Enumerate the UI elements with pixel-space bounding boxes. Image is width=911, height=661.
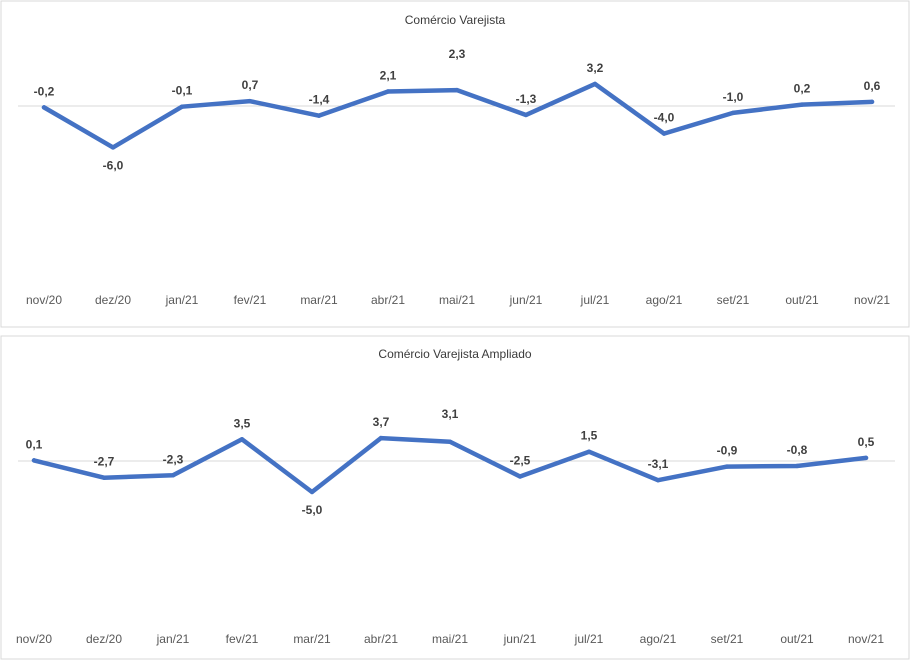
x-tick-label: jul/21	[580, 293, 610, 307]
data-label: -0,8	[787, 443, 808, 457]
data-point	[869, 99, 875, 105]
x-tick-label: nov/20	[26, 293, 62, 307]
data-label: 0,5	[858, 435, 875, 449]
data-label: -0,9	[717, 444, 738, 458]
data-label: 2,3	[449, 47, 466, 61]
data-label: 2,1	[380, 69, 397, 83]
data-point	[247, 98, 253, 104]
data-label: -1,3	[516, 92, 537, 106]
data-point	[31, 458, 37, 463]
data-point	[517, 474, 523, 479]
data-label: 0,1	[26, 437, 43, 451]
data-point	[316, 113, 322, 118]
data-point	[447, 439, 453, 444]
chart-frame	[0, 335, 910, 660]
data-point	[101, 475, 107, 480]
x-tick-label: fev/21	[234, 293, 267, 307]
x-tick-label: jun/21	[509, 293, 543, 307]
data-point	[110, 145, 116, 150]
x-tick-label: out/21	[785, 293, 819, 307]
x-tick-label: jan/21	[156, 632, 190, 646]
x-tick-label: jul/21	[574, 632, 604, 646]
data-point	[794, 463, 800, 469]
x-tick-label: dez/20	[95, 293, 131, 307]
chart-title: Comércio Varejista	[405, 13, 506, 27]
data-label: -1,4	[309, 93, 330, 107]
data-point	[724, 464, 730, 469]
data-point	[454, 87, 460, 93]
x-tick-label: out/21	[780, 632, 814, 646]
x-tick-label: ago/21	[646, 293, 683, 307]
x-tick-label: set/21	[711, 632, 744, 646]
data-label: -2,5	[510, 454, 531, 468]
data-label: 0,6	[864, 79, 881, 93]
x-tick-label: dez/20	[86, 632, 122, 646]
data-label: -4,0	[654, 111, 675, 125]
chart-comercio-varejista: Comércio Varejista -0,2 nov/20 -6,0 dez/20 -…	[0, 0, 910, 328]
x-tick-label: nov/21	[848, 632, 884, 646]
x-tick-label: mar/21	[300, 293, 338, 307]
data-label: -1,0	[723, 90, 744, 104]
data-label: 3,5	[234, 416, 251, 430]
data-point	[655, 478, 661, 483]
data-label: -0,2	[34, 84, 55, 98]
data-label: 3,2	[587, 61, 604, 75]
data-point	[170, 473, 176, 478]
data-label: -6,0	[103, 158, 124, 172]
data-point	[730, 110, 736, 116]
data-point	[41, 105, 47, 110]
data-label: 3,1	[442, 407, 459, 421]
x-tick-label: abr/21	[364, 632, 398, 646]
x-tick-label: set/21	[717, 293, 750, 307]
data-point	[309, 489, 315, 495]
data-label: -2,3	[163, 452, 184, 466]
x-tick-label: mai/21	[439, 293, 475, 307]
x-tick-label: fev/21	[226, 632, 259, 646]
chart-frame	[0, 0, 910, 328]
data-point	[239, 437, 245, 442]
x-tick-label: mar/21	[293, 632, 331, 646]
chart-comercio-varejista-ampliado: Comércio Varejista Ampliado 0,1 nov/20 -2,…	[0, 335, 910, 660]
data-point	[586, 449, 592, 454]
data-label: 0,2	[794, 82, 811, 96]
data-point	[661, 131, 667, 136]
x-tick-label: ago/21	[640, 632, 677, 646]
chart-title: Comércio Varejista Ampliado	[378, 347, 532, 361]
data-label: -3,1	[648, 457, 669, 471]
data-label: 0,7	[242, 78, 259, 92]
x-tick-label: nov/21	[854, 293, 890, 307]
data-point	[385, 89, 391, 94]
data-label: 1,5	[581, 429, 598, 443]
data-label: 3,7	[373, 415, 390, 429]
x-tick-label: jan/21	[165, 293, 199, 307]
x-tick-label: abr/21	[371, 293, 405, 307]
data-point	[863, 455, 869, 461]
data-label: -2,7	[94, 455, 115, 469]
x-tick-label: jun/21	[503, 632, 537, 646]
data-label: -5,0	[302, 503, 323, 517]
data-point	[592, 81, 598, 87]
data-point	[799, 102, 805, 107]
x-tick-label: mai/21	[432, 632, 468, 646]
x-tick-label: nov/20	[16, 632, 52, 646]
data-label: -0,1	[172, 84, 193, 98]
data-point	[179, 104, 185, 109]
data-point	[523, 112, 529, 118]
data-point	[378, 435, 384, 441]
